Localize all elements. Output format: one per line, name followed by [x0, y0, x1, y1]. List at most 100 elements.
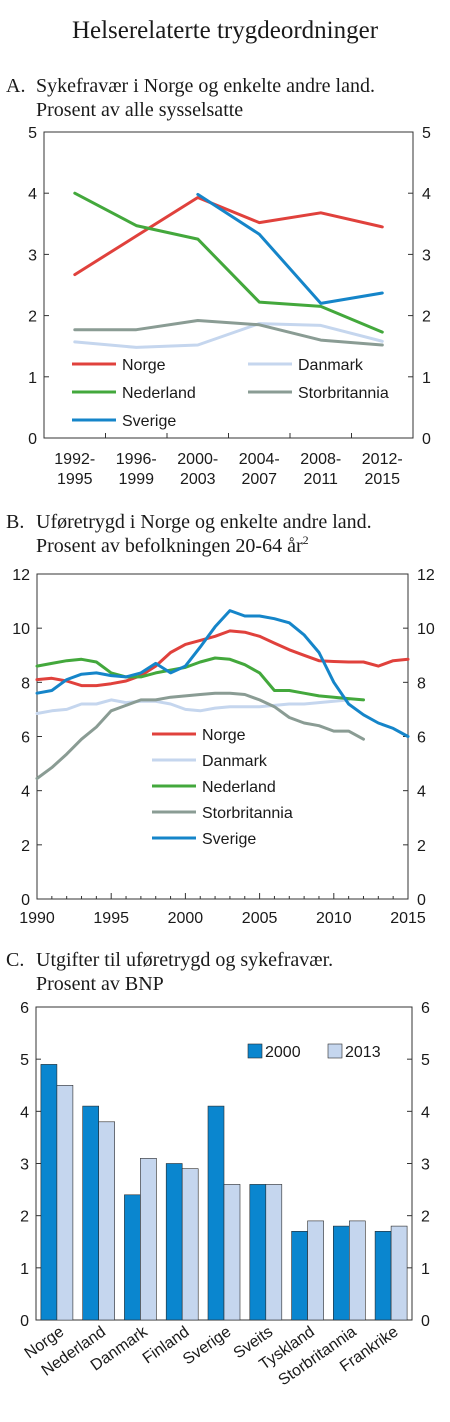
panel-c-ytick-left-label: 6 — [20, 1000, 29, 1017]
panel-a-ytick-left-label: 4 — [28, 186, 37, 203]
panel-a-xtick-label-line: 2007 — [241, 471, 277, 488]
panel-b-series-sverige-line — [35, 609, 410, 738]
panel-a-legend-label: Sverige — [122, 413, 176, 430]
panel-a-xtick-label-line: 2000- — [177, 451, 218, 468]
panel-a-xtick-label-line: 2004- — [239, 451, 280, 468]
panel-b-letter: B. — [6, 511, 24, 533]
panel-b-legend-label: Danmark — [202, 753, 268, 770]
panel-b-series-storbritannia-line — [35, 691, 365, 780]
panel-a-letter: A. — [6, 75, 25, 97]
panel-b-legend-label: Storbritannia — [202, 805, 293, 822]
panel-b-xtick-label: 2005 — [242, 910, 278, 927]
panel-c-title-line1: Utgifter til uføretrygd og sykefravær. — [36, 949, 333, 971]
panel-b-legend: Norge Danmark Nederland Storbritannia Sverig… — [152, 727, 293, 848]
panel-c-legend: 2000 2013 — [247, 1043, 381, 1061]
panel-b-ytick-left-label: 4 — [21, 784, 30, 801]
panel-c-ytick-left-label: 4 — [20, 1104, 29, 1121]
panel-a-ytick-left-label: 0 — [28, 431, 37, 448]
panel-a-xtick-label-line: 1995 — [57, 471, 93, 488]
panel-b-ytick-left-label: 10 — [12, 621, 30, 638]
panel-c-ytick-left-label: 2 — [20, 1209, 29, 1226]
panel-a-xtick-label-line: 2003 — [180, 471, 216, 488]
panel-c-bar-sverige-2013 — [223, 1184, 241, 1321]
panel-c-bar-sveits-2013 — [265, 1184, 283, 1321]
panel-b-ytick-right-label: 2 — [417, 838, 426, 855]
panel-c-title-line2: Prosent av BNP — [36, 973, 164, 995]
panel-a-ytick-right-label: 2 — [422, 309, 431, 326]
panel-b-xtick-label: 1990 — [19, 910, 55, 927]
panel-b-xtick-label: 2010 — [316, 910, 352, 927]
panel-a-xtick-label-line: 2011 — [304, 471, 339, 488]
panel-c-ytick-right-label: 3 — [421, 1157, 430, 1174]
panel-a-xtick-label: 1992- 1995 — [54, 451, 95, 488]
panel-b-ytick-right-label: 10 — [417, 621, 435, 638]
panel-c-ytick-right-label: 4 — [421, 1104, 430, 1121]
panel-b-ytick-right-label: 12 — [417, 567, 435, 584]
panel-c-bars — [40, 1064, 408, 1321]
panel-c-ytick-left-label: 1 — [20, 1261, 29, 1278]
panel-b-ytick-left-label: 2 — [21, 838, 30, 855]
panel-a-ytick-right-label: 4 — [422, 186, 431, 203]
panel-a: A. Sykefravær i Norge og enkelte andre l… — [6, 75, 431, 488]
panel-a-legend-label: Storbritannia — [298, 385, 389, 402]
panel-c-bar-storbritannia-2000 — [332, 1225, 350, 1321]
panel-a-xtick-label-line: 2015 — [364, 471, 400, 488]
panel-a-xtick-label: 1996- 1999 — [116, 451, 157, 488]
panel-c-bar-danmark-2000 — [124, 1194, 141, 1321]
panel-b-ytick-left-label: 8 — [21, 675, 30, 692]
panel-c-bar-frankrike-2013 — [390, 1225, 408, 1321]
panel-a-xtick-label-line: 2012- — [362, 451, 403, 468]
panel-a-ticks: 0 01 12 23 34 45 51992-19951996-19992000-20032… — [28, 125, 431, 488]
panel-c-legend-label: 2013 — [345, 1044, 381, 1061]
panel-a-xtick-label: 2012- 2015 — [362, 451, 403, 488]
panel-a-ytick-left-label: 3 — [28, 247, 37, 264]
panel-a-legend-label: Norge — [122, 357, 166, 374]
panel-c-ytick-right-label: 6 — [421, 1000, 430, 1017]
panel-b-series-danmark-line — [35, 698, 351, 715]
panel-a-title-line2: Prosent av alle sysselsatte — [36, 99, 243, 121]
panel-a-xtick-label: 2008- 2011 — [300, 451, 341, 488]
panel-a-series-nederland-line — [73, 191, 384, 334]
panel-a-legend-label: Danmark — [298, 357, 364, 374]
panel-c-bar-finland-2013 — [181, 1168, 199, 1321]
panel-a-ytick-left-label: 5 — [28, 125, 37, 142]
page-title: Helserelaterte trygdeordninger — [72, 17, 379, 44]
panel-c-bar-sveits-2000 — [249, 1184, 267, 1321]
panel-b-ytick-right-label: 6 — [417, 730, 426, 747]
panel-b-xtick-label: 1995 — [93, 910, 129, 927]
panel-c-bar-nederland-2000 — [82, 1105, 99, 1321]
panel-b: B. Uføretrygd i Norge og enkelte andre l… — [6, 511, 435, 927]
panel-b-lines — [35, 609, 410, 780]
panel-a-lines — [73, 191, 384, 349]
panel-b-ytick-right-label: 0 — [417, 892, 426, 909]
panel-c-bar-storbritannia-2013 — [348, 1220, 366, 1321]
panel-c-legend-label: 2000 — [265, 1044, 301, 1061]
panel-c-xtick-label: Sverige — [180, 1323, 234, 1368]
panel-b-ytick-right-label: 8 — [417, 675, 426, 692]
panel-c-ytick-right-label: 0 — [421, 1313, 430, 1330]
panel-b-xtick-label: 2000 — [168, 910, 204, 927]
panel-a-legend: Norge Danmark Nederland Storbritannia Sverig… — [72, 357, 389, 430]
panel-a-xtick-label-line: 2008- — [300, 451, 341, 468]
panel-b-ytick-right-label: 4 — [417, 784, 426, 801]
panel-c-letter: C. — [6, 949, 24, 971]
panel-b-series-norge-line — [35, 629, 410, 688]
panel-a-xtick-label-line: 1996- — [116, 451, 157, 468]
panel-c-ytick-left-label: 5 — [20, 1052, 29, 1069]
panel-c-bar-nederland-2013 — [98, 1121, 115, 1321]
panel-c-bar-frankrike-2000 — [374, 1231, 392, 1321]
panel-b-ticks: 0 0 2 2 4 4 6 6 8 8 10 10 12 12 1990 1995 2000 2005 2010 20… — [12, 567, 435, 927]
panel-a-ytick-left-label: 2 — [28, 309, 37, 326]
panel-b-ytick-left-label: 6 — [21, 730, 30, 747]
panel-a-xtick-label-line: 1992- — [54, 451, 95, 468]
panel-c-bar-norge-2013 — [56, 1085, 74, 1321]
panel-c-bar-finland-2000 — [165, 1163, 183, 1321]
panel-b-legend-label: Norge — [202, 727, 246, 744]
panel-b-ytick-left-label: 0 — [21, 892, 30, 909]
panel-a-xtick-label: 2000- 2003 — [177, 451, 218, 488]
panel-b-legend-label: Nederland — [202, 779, 276, 796]
panel-a-legend-label: Nederland — [122, 385, 196, 402]
panel-c-bar-norge-2000 — [40, 1064, 58, 1321]
panel-c-ytick-right-label: 1 — [421, 1261, 430, 1278]
